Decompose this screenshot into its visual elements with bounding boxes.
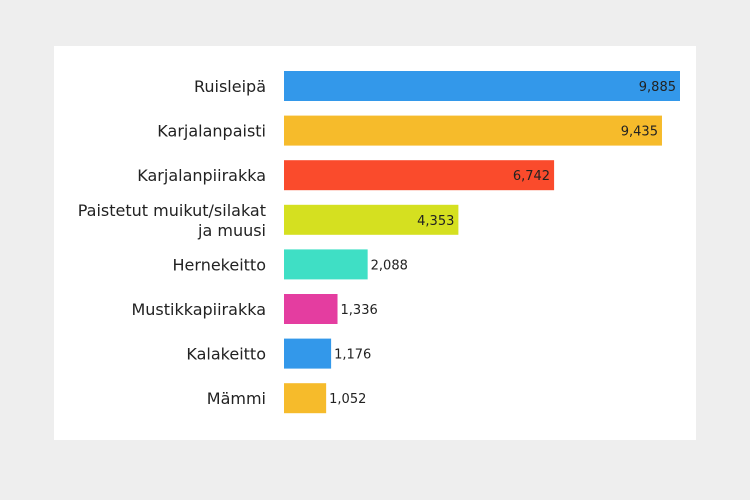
category-label-4-line-2: ja muusi [197,221,266,240]
bar-value-label-4: 4,353 [417,214,454,229]
bar-value-label-2: 9,435 [621,125,658,140]
bar-7 [284,338,332,369]
bar-8 [284,383,327,414]
category-label-2: Karjalanpaisti [157,122,266,141]
category-label-7: Kalakeitto [186,345,266,364]
bar-chart: 9,885 Ruisleipä 9,435 Karjalanpaisti 6,742 Ka… [78,71,680,414]
bar-value-label-7: 1,176 [334,348,371,363]
bar-3 [284,160,555,191]
category-label-5: Hernekeitto [173,255,266,274]
category-label-8: Mämmi [207,389,266,408]
bar-value-label-5: 2,088 [371,258,408,273]
bar-2 [284,115,662,146]
bar-6 [284,294,338,324]
chart-card: 9,885 Ruisleipä 9,435 Karjalanpaisti 6,742 Ka… [54,46,696,440]
bar-value-label-6: 1,336 [341,303,378,318]
category-label-1: Ruisleipä [194,77,266,96]
bar-value-label-8: 1,052 [329,392,366,407]
bar-4 [284,204,459,235]
category-label-6: Mustikkapiirakka [131,300,266,319]
category-label-4-line-1: Paistetut muikut/silakat [78,201,266,220]
category-label-3: Karjalanpiirakka [137,166,266,185]
bar-1 [284,71,680,101]
bar-5 [284,249,368,280]
bar-value-label-3: 6,742 [513,169,550,184]
bar-value-label-1: 9,885 [639,80,676,95]
